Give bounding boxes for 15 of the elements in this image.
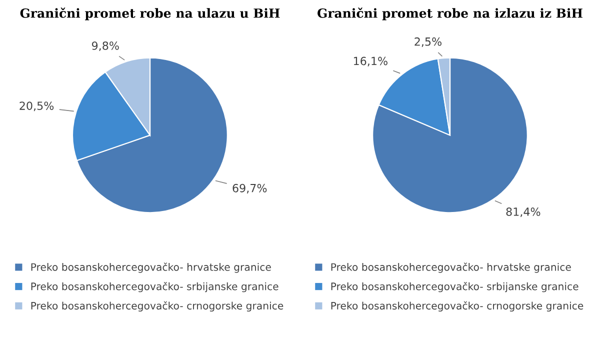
data-label: 20,5%: [20, 102, 54, 112]
data-label: 9,8%: [92, 41, 119, 52]
chart-title: Granični promet robe na ulazu u BiH: [20, 8, 280, 20]
chart-title: Granični promet robe na izlazu iz BiH: [318, 8, 582, 20]
legend-label: Preko bosanskohercegovačko- hrvatske granice: [31, 262, 271, 273]
legend-label: Preko bosanskohercegovačko- hrvatske granice: [331, 262, 571, 273]
legend-label: Preko bosanskohercegovačko- srbijanske granice: [31, 282, 278, 292]
pie-slice: [76, 57, 228, 214]
legend-label: Preko bosanskohercegovačko- srbijanske granice: [331, 282, 578, 292]
legend-label: Preko bosanskohercegovačko- crnogorske granice: [331, 301, 584, 312]
data-label: 2,5%: [414, 37, 442, 47]
data-label: 16,1%: [354, 56, 388, 66]
data-label: 81,4%: [506, 208, 540, 218]
legend-label: Preko bosanskohercegovačko- crnogorske granice: [31, 301, 284, 312]
data-label: 69,7%: [232, 184, 267, 194]
